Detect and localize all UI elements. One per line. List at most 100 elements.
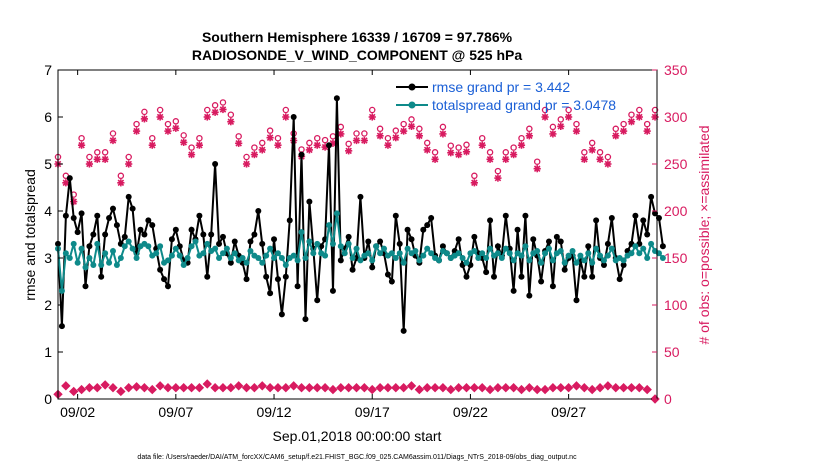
obs-possible-circle [471,172,478,180]
obs-assimilated-star [85,160,94,168]
obs-low-marker [123,383,134,393]
obs-star-stroke [471,179,478,187]
rmse-point [337,257,344,264]
obs-star-stroke [203,113,211,121]
rmse-point [263,273,270,280]
rmse-point [581,273,588,280]
totalspread-point [259,259,266,266]
obs-low-marker [595,383,605,393]
obs-star-stroke [392,134,400,141]
rmse-point [109,205,116,212]
rmse-point [557,238,564,245]
obs-assimilated-star [596,155,604,163]
obs-possible-circle [109,130,117,137]
totalspread-point [357,257,364,264]
obs-possible-circle [596,149,604,156]
obs-low-marker [139,383,150,393]
obs-possible-circle [416,125,423,133]
rmse-point [141,231,148,238]
obs-possible-circle [219,99,227,106]
obs-assimilated-star [140,115,149,123]
rmse-point [644,231,651,238]
obs-low-marker [477,383,487,393]
rmse-point [388,278,395,285]
y2-tick-label: 350 [664,62,688,78]
totalspread-point [620,257,627,264]
obs-assimilated-star [565,113,573,121]
obs-low-marker [516,384,527,395]
totalspread-point [82,264,89,271]
totalspread-point [188,243,195,250]
rmse-point [204,273,211,280]
obs-low-marker [493,383,503,393]
obs-low-marker [186,383,197,393]
obs-star-stroke [258,146,266,154]
obs-low-marker [524,383,535,393]
obs-possible-circle [455,144,462,151]
totalspread-point [314,240,321,247]
rmse-point [271,236,278,243]
rmse-point [593,217,600,224]
obs-star-stroke [266,134,274,141]
obs-star-stroke [156,113,164,121]
rmse-point [294,283,301,290]
obs-possible-circle [447,142,455,149]
rmse-point [298,151,305,158]
obs-assimilated-star [132,127,141,135]
obs-low-marker [194,383,205,393]
obs-possible-circle [604,153,612,161]
totalspread-point [487,245,494,252]
totalspread-point [600,257,607,264]
rmse-point [306,198,313,205]
y2-axis-label: # of obs: o=possible; ×=assimilated [696,125,712,344]
totalspread-point [90,262,97,269]
obs-possible-circle [494,167,502,175]
obs-assimilated-star [588,146,596,154]
totalspread-point [522,243,529,250]
obs-star-stroke [149,141,156,149]
totalspread-point [326,222,333,229]
rmse-point [125,193,132,200]
rmse-point [82,283,89,290]
x-tick-label: 09/17 [355,404,390,420]
obs-possible-circle [345,140,352,148]
totalspread-point [377,250,384,257]
obs-possible-circle [384,134,392,142]
obs-assimilated-star [439,130,447,138]
obs-low-marker [131,382,142,392]
y-tick-label: 3 [44,250,52,266]
totalspread-point [577,252,584,259]
totalspread-point [172,245,179,252]
totalspread-point [581,257,588,264]
rmse-point [487,217,494,224]
obs-star-stroke [612,132,620,140]
totalspread-point [463,259,470,266]
obs-star-stroke [243,160,250,168]
obs-star-stroke [463,148,470,156]
rmse-point [616,276,623,283]
obs-possible-circle [235,133,242,140]
x-tick-label: 09/12 [257,404,292,420]
obs-star-stroke [282,113,290,121]
rmse-point [463,273,470,280]
obs-low-marker [92,383,102,393]
obs-assimilated-star [368,113,376,121]
rmse-point [549,283,556,290]
obs-possible-circle [502,149,510,156]
totalspread-point [255,255,262,261]
y2-tick-label: 100 [664,297,688,313]
rmse-point [400,327,407,334]
obs-possible-circle [368,106,376,114]
obs-star-stroke [510,151,517,158]
totalspread-point [133,255,140,261]
obs-star-stroke [384,141,392,149]
obs-star-stroke [141,115,148,123]
obs-low-marker [108,383,118,393]
rmse-point [145,217,152,224]
rmse-point [526,292,533,299]
obs-assimilated-star [455,151,463,159]
obs-low-marker [383,383,393,393]
data-file-footnote: data file: /Users/raeder/DAI/ATM_forcXX/… [137,454,577,461]
obs-assimilated-star [266,134,274,142]
totalspread-point [200,250,207,257]
